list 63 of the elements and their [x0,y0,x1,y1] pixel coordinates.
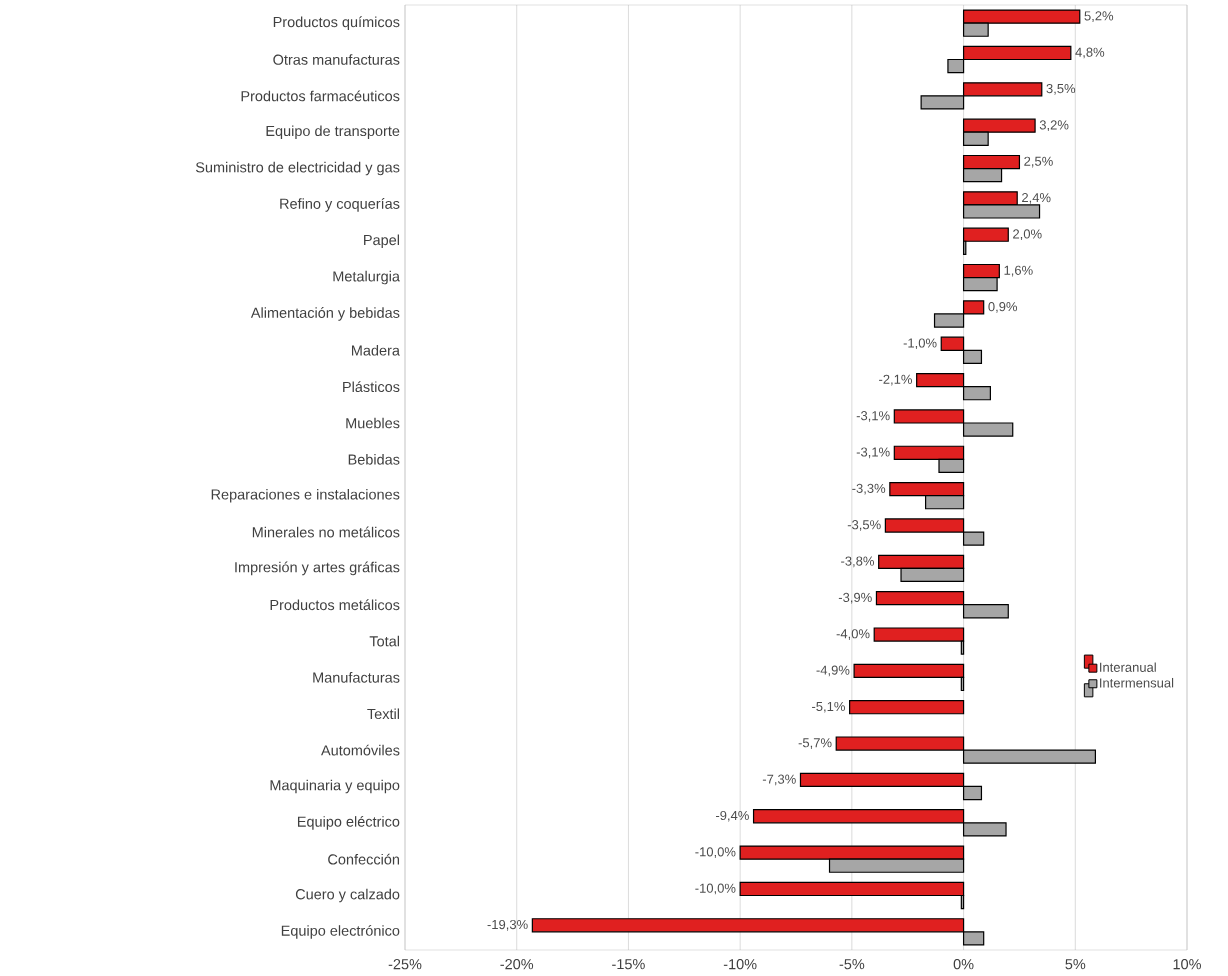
y-tick-label: Metalurgia [333,270,400,285]
y-tick-label: Equipo de transporte [266,125,400,139]
data-label: -3,1% [856,447,890,459]
y-tick-label: Suministro de electricidad y gas [195,161,400,176]
y-tick-label: Reparaciones e instalaciones [211,488,400,503]
legend-label: Interanual [1100,662,1156,672]
x-tick-label: 0% [953,959,974,970]
data-label: -5,7% [798,738,832,749]
x-tick-label: -15% [612,959,645,970]
x-tick-label: 10% [1173,959,1201,970]
y-tick-label: Madera [351,344,400,356]
y-tick-label: Cuero y calzado [295,888,400,903]
data-label: -3,5% [847,520,881,531]
y-tick-label: Equipo eléctrico [297,815,400,830]
y-tick-label: Muebles [346,417,400,429]
data-label: -4,9% [816,665,850,677]
legend-label: Intermensual [1100,677,1174,688]
bar [849,700,965,715]
y-tick-label: Alimentación y bebidas [250,307,400,321]
y-tick-label: Maquinaria y equipo [270,779,400,794]
x-tick-label: -10% [723,959,757,970]
data-label: 2,5% [1024,156,1053,168]
y-tick-label: Manufacturas [313,672,400,683]
y-tick-label: Bebidas [348,454,400,465]
data-label: 2,4% [1022,192,1051,204]
x-tick-label: -5% [839,959,865,970]
y-tick-label: Impresión y artes gráficas [235,561,400,576]
x-tick-label: 5% [1065,959,1086,970]
data-label: 2,0% [1013,229,1042,241]
data-label: -3,3% [852,483,886,495]
y-tick-label: Confección [328,853,400,865]
data-label: -7,3% [762,774,796,786]
y-tick-label: Productos químicos [273,16,400,31]
y-tick-label: Automóviles [321,744,400,756]
data-label: -2,1% [879,374,912,386]
data-label: -3,1% [856,411,890,422]
data-label: 0,9% [988,302,1018,313]
data-label: -9,4% [715,810,749,822]
x-tick-label: -20% [500,959,534,970]
y-tick-label: Textil [367,708,400,720]
data-label: 1,6% [1004,265,1033,277]
data-label: -19,3% [487,919,528,931]
data-label: 3,5% [1046,83,1076,95]
data-label: -10,0% [695,883,736,895]
x-tick-label: -25% [388,959,422,970]
y-tick-label: Productos farmacéuticos [241,90,400,102]
y-tick-label: Refino y coquerías [280,198,400,212]
data-label: -10,0% [695,847,736,858]
y-tick-label: Equipo electrónico [281,925,400,939]
data-label: -3,9% [838,592,872,604]
data-label: -3,8% [841,556,875,568]
data-label: 4,8% [1075,47,1105,59]
y-tick-label: Otras manufacturas [273,54,400,65]
data-label: 5,2% [1084,11,1114,22]
y-tick-label: Total [369,635,400,647]
data-label: -5,1% [812,701,845,713]
data-label: -1,0% [903,338,937,350]
y-tick-label: Productos metálicos [270,599,400,611]
y-tick-label: Papel [364,234,399,249]
y-tick-label: Plásticos [343,381,400,393]
data-label: -4,0% [836,629,870,640]
data-label: 3,2% [1039,120,1069,132]
y-tick-label: Minerales no metálicos [252,526,400,538]
